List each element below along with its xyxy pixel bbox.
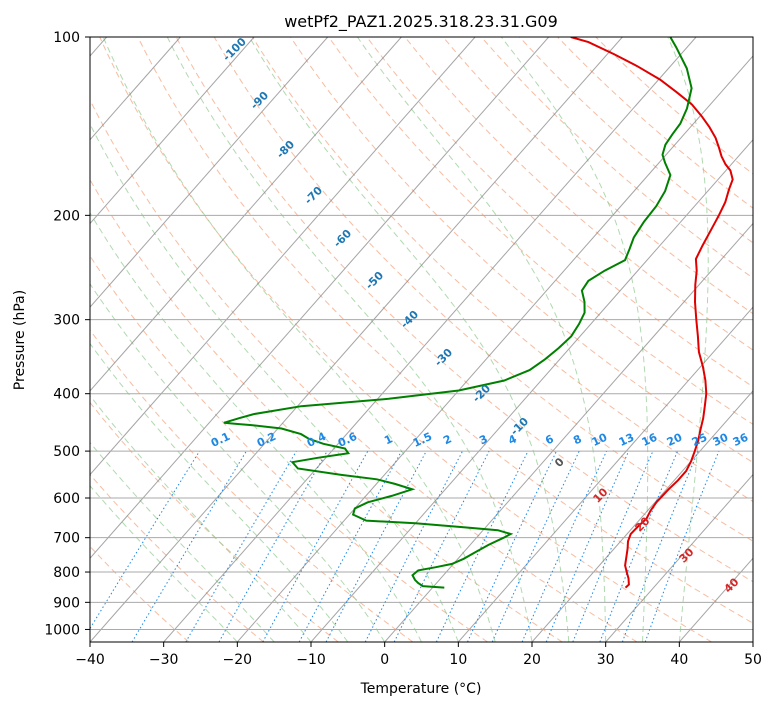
x-tick-label: 40: [670, 652, 688, 668]
mixing-ratio-label: 13: [617, 431, 636, 449]
mixing-ratio-line: [572, 450, 654, 642]
plot-area: [90, 37, 753, 642]
mixing-ratio-label: 36: [731, 431, 751, 449]
isotherm-line: [90, 37, 623, 642]
dry-adiabat-line: [442, 37, 753, 315]
x-tick-label: 30: [597, 652, 615, 668]
mixing-ratio-line: [621, 450, 699, 642]
mixing-ratio-label: 25: [690, 431, 709, 449]
isotherm-line: [90, 37, 402, 392]
plot-frame: [89, 36, 754, 643]
y-axis-title: Pressure (hPa): [12, 290, 28, 390]
y-tick-label: 300: [53, 313, 80, 329]
moist-adiabat-line: [102, 37, 496, 642]
moist-adiabat-line: [90, 211, 422, 642]
isotherm-line: [236, 55, 753, 642]
mixing-ratio-label: 30: [711, 431, 731, 449]
x-tick-label: 20: [523, 652, 541, 668]
temperature-line: [570, 37, 734, 589]
x-axis-title: Temperature (°C): [360, 681, 482, 697]
dry-adiabat-line: [99, 37, 712, 642]
dewpoint-line: [223, 37, 693, 589]
x-tick-label: −30: [149, 652, 179, 668]
moist-adiabat-line: [667, 37, 709, 642]
mixing-ratio-label: 20: [665, 431, 685, 449]
dry-adiabat-line: [90, 98, 638, 642]
moist-adiabat-line: [90, 441, 275, 642]
mixing-ratio-line: [545, 450, 630, 642]
moist-adiabat-line: [248, 37, 570, 642]
dry-adiabat-line: [175, 37, 753, 583]
moist-adiabat-line: [166, 37, 533, 642]
moist-adiabat-line: [356, 37, 607, 642]
mixing-ratio-label: 16: [640, 431, 660, 449]
moist-adiabat-line: [90, 484, 238, 642]
dry-adiabat-line: [90, 178, 563, 642]
x-tick-label: 0: [380, 652, 389, 668]
dry-adiabat-line: [90, 545, 190, 642]
mixing-ratio-label: 10: [590, 431, 610, 449]
mixing-ratio-line: [644, 450, 720, 642]
x-tick-label: −10: [296, 652, 326, 668]
isotherm-line: [605, 473, 753, 642]
moist-adiabat-line: [90, 282, 386, 642]
moist-adiabat-line: [90, 342, 349, 642]
dry-adiabat-line: [90, 255, 488, 642]
mixing-ratio-line: [521, 450, 608, 642]
isotherm-line: [457, 306, 753, 642]
y-tick-label: 500: [53, 444, 80, 460]
isotherm-line: [163, 37, 697, 642]
x-tick-label: 50: [744, 652, 762, 668]
x-tick-label: −40: [75, 652, 105, 668]
y-tick-label: 400: [53, 387, 80, 403]
isotherm-line: [90, 37, 255, 225]
mixing-ratio-line: [298, 450, 402, 642]
chart-title: wetPf2_PAZ1.2025.318.23.31.G09: [284, 12, 558, 32]
y-tick-label: 600: [53, 491, 80, 507]
y-tick-label: 100: [53, 30, 80, 46]
y-tick-label: 900: [53, 595, 80, 611]
mixing-ratio-line: [262, 450, 369, 642]
x-tick-label: −20: [223, 652, 253, 668]
dry-adiabat-line: [251, 37, 753, 503]
mixing-ratio-line: [393, 450, 490, 642]
isotherm-line: [310, 138, 753, 642]
isotherm-line: [90, 37, 550, 560]
isotherm-line: [90, 37, 181, 141]
y-tick-label: 700: [53, 531, 80, 547]
profile-series-layer: [223, 37, 734, 589]
isotherm-line: [90, 37, 329, 308]
mixing-ratio-line: [90, 450, 200, 630]
dry-adiabat-line: [213, 37, 753, 542]
x-tick-label: 10: [449, 652, 467, 668]
y-tick-label: 1000: [44, 622, 80, 638]
dry-adiabat-line: [90, 473, 264, 642]
mixing-ratio-line: [364, 450, 463, 642]
y-tick-label: 800: [53, 565, 80, 581]
isotherm-line: [531, 390, 753, 642]
mixing-ratio-line: [218, 450, 328, 642]
moist-adiabat-line: [500, 37, 649, 642]
isotherm-line: [90, 37, 476, 476]
dry-adiabat-line: [90, 401, 339, 642]
mixing-ratio-line: [599, 450, 679, 642]
axes-layer: −40 −30 −20 −10 0 10 20 30 40 50 100 200 300 400 500 60…: [44, 30, 762, 668]
y-tick-label: 200: [53, 208, 80, 224]
moist-adiabat-line: [90, 123, 459, 642]
background-lines-layer: [90, 37, 753, 642]
dry-adiabat-line: [137, 37, 753, 624]
isotherm-line: [384, 222, 753, 642]
